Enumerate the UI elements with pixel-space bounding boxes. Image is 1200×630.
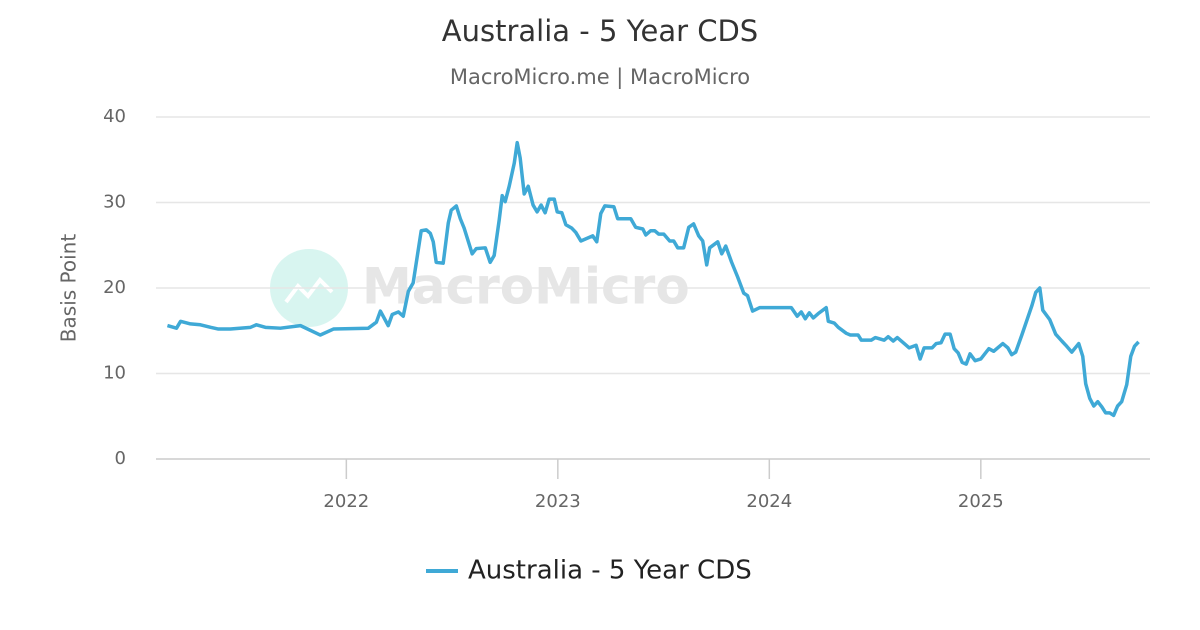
x-tick-label: 2025	[958, 491, 1004, 512]
y-tick-label: 20	[103, 277, 126, 298]
data-line	[166, 140, 1140, 418]
x-tick-label: 2024	[746, 491, 792, 512]
chart-subtitle: MacroMicro.me | MacroMicro	[450, 65, 750, 90]
x-tick-label: 2023	[535, 491, 581, 512]
y-tick-label: 0	[115, 448, 126, 469]
y-tick-label: 10	[103, 363, 126, 384]
y-tick-label: 40	[103, 106, 126, 127]
y-tick-label: 30	[103, 192, 126, 213]
y-axis-label: Basis Point	[57, 234, 81, 343]
x-tick-label: 2022	[323, 491, 369, 512]
chart-title: Australia - 5 Year CDS	[442, 14, 758, 48]
watermark-icon-line	[284, 276, 334, 304]
legend-label: Australia - 5 Year CDS	[468, 556, 752, 586]
